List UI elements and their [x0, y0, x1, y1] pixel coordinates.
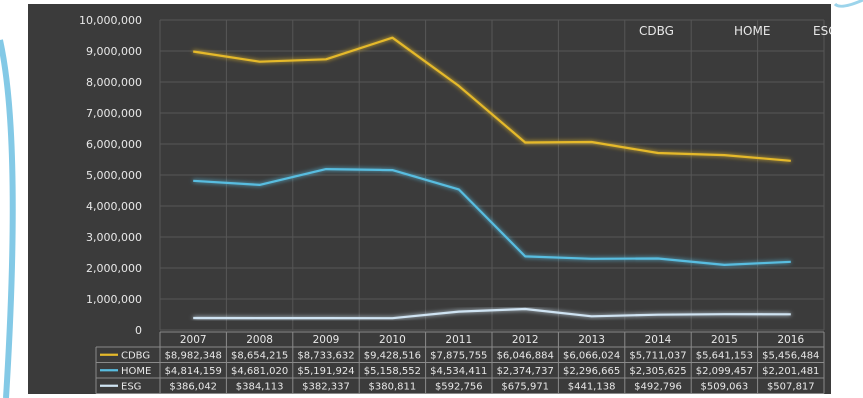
table-cell: $5,158,552 — [364, 366, 421, 377]
line-chart: 0 1,000,000 2,000,000 3,000,000 4,000,000 5,0… — [79, 14, 838, 394]
y-tick-label: 0 — [135, 324, 142, 337]
y-tick-label: 7,000,000 — [86, 107, 142, 120]
y-tick-label: 9,000,000 — [86, 45, 142, 58]
table-row-label: HOME — [121, 366, 151, 377]
y-tick-label: 4,000,000 — [86, 200, 142, 213]
legend-label-esg: ESG — [813, 24, 831, 38]
table-cell: $592,756 — [435, 381, 483, 392]
table-cell: $382,337 — [302, 381, 350, 392]
series-line-cdbg — [193, 36, 791, 162]
x-tick-label: 2011 — [445, 334, 472, 346]
y-tick-label: 1,000,000 — [86, 293, 142, 306]
table-cell: $2,296,665 — [563, 366, 620, 377]
table-cell: $6,046,884 — [497, 350, 554, 361]
table-cell: $9,428,516 — [364, 350, 421, 361]
table-row-label: ESG — [121, 381, 141, 392]
table-cell: $4,814,159 — [165, 366, 222, 377]
table-cell: $2,201,481 — [762, 366, 819, 377]
table-cell: $5,641,153 — [696, 350, 753, 361]
x-tick-label: 2013 — [578, 334, 605, 346]
y-tick-label: 8,000,000 — [86, 76, 142, 89]
table-cell: $6,066,024 — [563, 350, 620, 361]
legend: CDBG HOME ESG — [614, 24, 838, 38]
table-cell: $492,796 — [634, 381, 682, 392]
table-cell: $4,681,020 — [231, 366, 288, 377]
legend-label-cdbg: CDBG — [639, 24, 674, 38]
table-cell: $8,982,348 — [165, 350, 222, 361]
table-cell: $675,971 — [501, 381, 549, 392]
table-cell: $2,374,737 — [497, 366, 554, 377]
table-cell: $2,305,625 — [629, 366, 686, 377]
table-cell: $7,875,755 — [430, 350, 487, 361]
gridlines — [159, 19, 825, 331]
table-cell: $386,042 — [169, 381, 217, 392]
table-cell: $2,099,457 — [696, 366, 753, 377]
table-cell: $4,534,411 — [430, 366, 487, 377]
y-tick-label: 10,000,000 — [79, 14, 142, 27]
legend-label-home: HOME — [734, 24, 770, 38]
table-cell: $509,063 — [701, 381, 749, 392]
table-cell: $5,191,924 — [297, 366, 354, 377]
series-line-esg — [193, 307, 791, 320]
data-table: 2007 2008 2009 2010 2011 2012 2013 2014 2015 2016… — [95, 331, 825, 394]
table-row-label: CDBG — [121, 350, 150, 361]
series-line-home — [193, 168, 791, 266]
x-tick-label: 2009 — [313, 334, 340, 346]
y-axis-tick-labels: 0 1,000,000 2,000,000 3,000,000 4,000,000 5,0… — [79, 14, 142, 337]
y-tick-label: 2,000,000 — [86, 262, 142, 275]
x-tick-label: 2012 — [512, 334, 539, 346]
table-cell: $5,456,484 — [762, 350, 819, 361]
y-tick-label: 5,000,000 — [86, 169, 142, 182]
x-tick-label: 2007 — [180, 334, 207, 346]
x-tick-label: 2015 — [711, 334, 738, 346]
x-tick-label: 2014 — [645, 334, 672, 346]
frame-accent-curve-right — [833, 0, 863, 8]
series-lines — [193, 36, 791, 320]
y-tick-label: 6,000,000 — [86, 138, 142, 151]
table-cell: $8,654,215 — [231, 350, 288, 361]
y-tick-label: 3,000,000 — [86, 231, 142, 244]
x-tick-label: 2010 — [379, 334, 406, 346]
chart-panel: 0 1,000,000 2,000,000 3,000,000 4,000,000 5,0… — [28, 4, 838, 394]
table-cell: $441,138 — [568, 381, 616, 392]
x-tick-label: 2008 — [246, 334, 273, 346]
table-cell: $5,711,037 — [629, 350, 686, 361]
table-cell: $384,113 — [236, 381, 284, 392]
x-tick-label: 2016 — [777, 334, 804, 346]
table-cell: $507,817 — [767, 381, 815, 392]
frame-accent-curve — [0, 39, 16, 398]
table-cell: $8,733,632 — [297, 350, 354, 361]
table-cell: $380,811 — [369, 381, 417, 392]
